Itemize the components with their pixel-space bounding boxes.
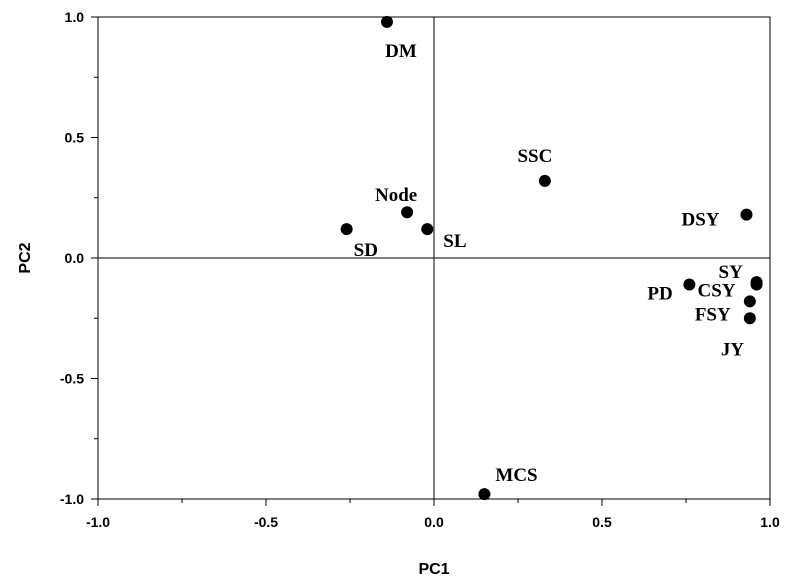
data-point-fsy (743, 295, 756, 308)
data-point-csy (750, 278, 763, 291)
point-label-ssc: SSC (517, 146, 552, 167)
y-tick-label: 0.5 (65, 130, 85, 146)
point-label-sd: SD (354, 240, 378, 261)
data-point-node (401, 206, 414, 219)
y-tick-label: 1.0 (65, 9, 85, 25)
point-label-sy: SY (719, 262, 744, 283)
data-point-jy (743, 312, 756, 325)
point-label-mcs: MCS (495, 465, 537, 486)
x-tick-label: 0.5 (592, 514, 612, 530)
point-label-node: Node (375, 185, 417, 206)
point-label-pd: PD (647, 284, 672, 305)
plot-area: -1.0 -0.5 0.0 0.5 1.0 1.0 0.5 0.0 -0.5 -1.0 DM SSC D… (60, 9, 780, 530)
point-label-sl: SL (443, 231, 466, 252)
x-axis-title: PC1 (418, 561, 449, 578)
data-point-dsy (740, 208, 753, 221)
x-tick-label: 0.0 (424, 514, 444, 530)
point-label-dm: DM (385, 41, 417, 62)
point-label-fsy: FSY (695, 304, 731, 325)
x-tick-label: 1.0 (760, 514, 780, 530)
y-tick-label: 0.0 (65, 250, 85, 266)
y-axis-title: PC2 (17, 242, 34, 273)
data-point-sl (421, 223, 434, 236)
data-point-ssc (538, 174, 551, 187)
y-tick-label: -0.5 (60, 371, 84, 387)
data-point-sd (340, 223, 353, 236)
data-point-dm (380, 15, 393, 28)
x-tick-label: -1.0 (86, 514, 110, 530)
point-label-dsy: DSY (681, 210, 719, 231)
point-label-jy: JY (721, 339, 745, 360)
data-point-mcs (478, 488, 491, 501)
point-label-csy: CSY (698, 281, 736, 302)
x-tick-label: -0.5 (254, 514, 278, 530)
data-point-pd (683, 278, 696, 291)
y-tick-label: -1.0 (60, 491, 84, 507)
